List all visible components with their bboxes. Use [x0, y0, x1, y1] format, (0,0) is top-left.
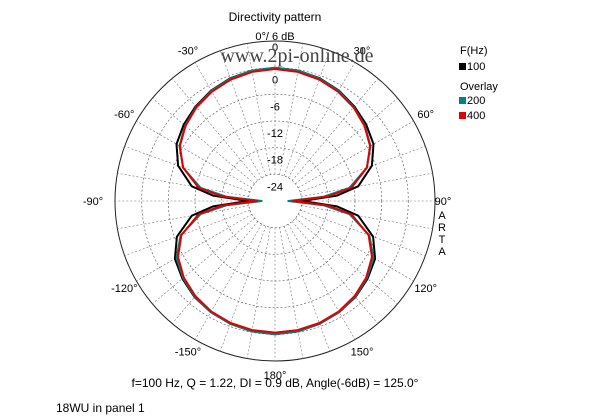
angle-label: 90° [435, 196, 452, 208]
grid-spoke [152, 97, 255, 185]
caption: 18WU in panel 1 [56, 401, 145, 415]
grid-spoke [117, 205, 249, 230]
legend-swatch-100 [459, 63, 466, 70]
grid-spoke [299, 146, 426, 193]
angle-spokes [115, 41, 435, 361]
radial-tick-label: -6 [270, 101, 280, 113]
radial-tick-label: -18 [267, 155, 283, 167]
angle-label: 150° [351, 347, 374, 359]
angle-label: 180° [264, 370, 287, 382]
angle-label: -90° [83, 196, 103, 208]
grid-spoke [279, 227, 304, 359]
grid-spoke [136, 120, 253, 188]
watermark: www.2pi-online.de [220, 45, 373, 67]
grid-circle [221, 147, 329, 255]
grid-spoke [136, 214, 253, 282]
grid-spoke [295, 217, 398, 305]
grid-spoke [124, 209, 251, 256]
angle-label: 120° [414, 283, 437, 295]
grid-spoke [291, 221, 379, 324]
angle-label: 0 [272, 42, 278, 54]
radial-tick-label: -12 [267, 128, 283, 140]
angle-label: -120° [111, 283, 137, 295]
grid-circle [167, 93, 383, 309]
grid-spoke [301, 205, 433, 230]
arta-letter: R [438, 222, 446, 234]
grid-spoke [171, 221, 259, 324]
legend-swatch-400 [459, 112, 466, 119]
arta-letter: A [438, 210, 446, 222]
arta-letter: T [439, 234, 446, 246]
angle-label: -60° [114, 109, 134, 121]
reference-label: 0°/ 6 dB [255, 31, 294, 43]
legend-title: F(Hz) [460, 45, 488, 57]
angle-label: -30° [178, 45, 198, 57]
grid-spoke [124, 146, 251, 193]
legend-label-200: 200 [467, 95, 485, 107]
legend-swatch-200 [459, 97, 466, 104]
legend-overlay-title: Overlay [460, 81, 498, 93]
series-layer [173, 66, 377, 336]
legend-label-400: 400 [467, 110, 485, 122]
series-400-curve [177, 68, 373, 334]
grid-spoke [295, 97, 398, 185]
angle-label: 30° [354, 45, 371, 57]
radial-tick-label: 0 [272, 75, 278, 87]
grid-spoke [246, 227, 271, 359]
angle-label: 60° [417, 109, 434, 121]
footer-summary: f=100 Hz, Q = 1.22, DI = 0.9 dB, Angle(-… [132, 376, 419, 390]
angle-label: -150° [175, 347, 201, 359]
grid-spoke [301, 172, 433, 197]
grid-spoke [299, 209, 426, 256]
grid-spoke [117, 172, 249, 197]
radial-tick-label: -24 [267, 181, 283, 193]
chart-title: Directivity pattern [229, 10, 322, 24]
grid-spoke [152, 217, 255, 305]
legend-label-100: 100 [467, 61, 485, 73]
radial-tick-labels: 0 -6 -12 -18 -24 [267, 75, 283, 194]
arta-letter: A [438, 246, 446, 258]
angle-labels: 0 -30° 30° -60° 60° -90° 90° -120° 120° -150° 150°… [83, 42, 451, 382]
legend: F(Hz) 100 Overlay 200 400 [459, 45, 498, 122]
